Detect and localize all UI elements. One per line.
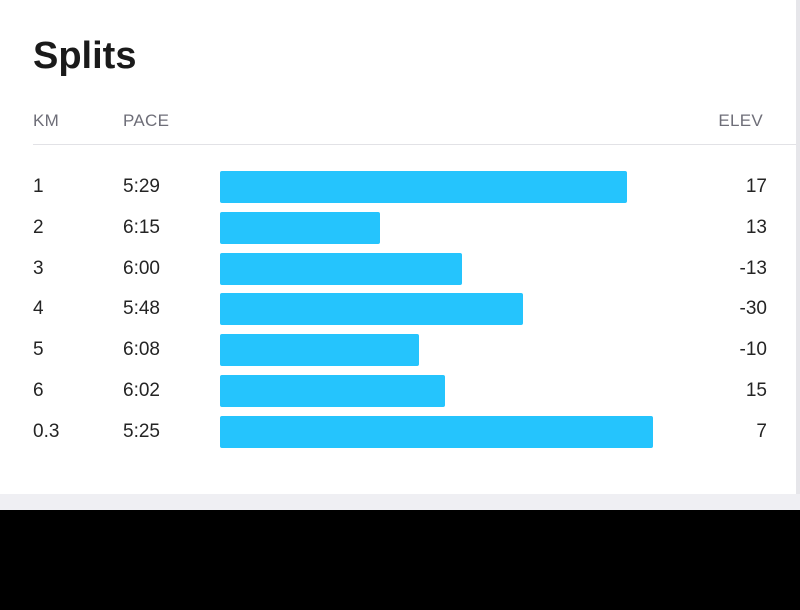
split-pace: 5:25 bbox=[123, 420, 160, 442]
split-elev: 17 bbox=[745, 176, 767, 197]
card-bottom-strip bbox=[0, 494, 800, 510]
elev-column-header: ELEV bbox=[718, 111, 763, 130]
split-pace-bar bbox=[220, 171, 628, 203]
split-pace-bar bbox=[220, 293, 524, 326]
splits-title: Splits bbox=[33, 35, 137, 77]
splits-card: Splits KM PACE ELEV 1 5:29 17 2 6:15 13 3 6:00 -… bbox=[0, 0, 800, 494]
split-elev: -30 bbox=[739, 298, 767, 320]
split-row: 2 6:15 13 bbox=[0, 211, 800, 245]
split-elev: -10 bbox=[739, 339, 767, 361]
card-right-edge bbox=[796, 0, 800, 510]
split-km: 5 bbox=[33, 339, 44, 361]
split-pace-bar bbox=[220, 211, 381, 244]
split-pace: 5:29 bbox=[123, 176, 160, 197]
split-km: 2 bbox=[33, 216, 44, 238]
split-pace: 5:48 bbox=[123, 298, 160, 320]
split-km: 0.3 bbox=[33, 420, 60, 442]
split-km: 1 bbox=[33, 176, 44, 197]
split-km: 6 bbox=[33, 380, 44, 401]
split-row: 4 5:48 -30 bbox=[0, 292, 800, 326]
split-pace: 6:00 bbox=[123, 257, 160, 279]
split-km: 3 bbox=[33, 257, 44, 279]
split-pace-bar bbox=[220, 334, 420, 367]
split-row: 5 6:08 -10 bbox=[0, 333, 800, 367]
black-area bbox=[0, 510, 800, 610]
split-row: 0.3 5:25 7 bbox=[0, 415, 800, 449]
pace-column-header: PACE bbox=[123, 111, 170, 130]
split-elev: 15 bbox=[745, 380, 767, 401]
split-elev: 13 bbox=[745, 216, 767, 238]
km-column-header: KM bbox=[33, 111, 60, 130]
split-elev: 7 bbox=[756, 420, 767, 442]
split-row: 1 5:29 17 bbox=[0, 170, 800, 204]
split-row: 6 6:02 15 bbox=[0, 374, 800, 408]
split-pace: 6:08 bbox=[123, 339, 160, 361]
split-pace-bar bbox=[220, 252, 463, 285]
header-divider bbox=[33, 144, 800, 145]
split-elev: -13 bbox=[739, 257, 767, 279]
split-pace-bar bbox=[220, 415, 653, 448]
split-pace-bar bbox=[220, 375, 446, 407]
split-row: 3 6:00 -13 bbox=[0, 252, 800, 286]
split-km: 4 bbox=[33, 298, 44, 320]
split-pace: 6:02 bbox=[123, 380, 160, 401]
split-pace: 6:15 bbox=[123, 216, 160, 238]
